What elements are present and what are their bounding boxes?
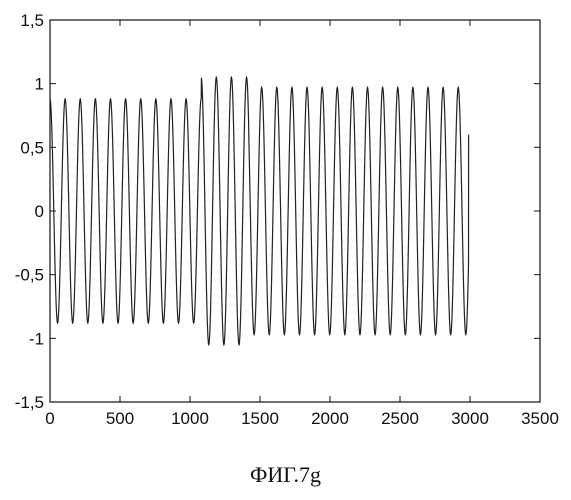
series-line <box>50 77 469 344</box>
x-tick-label: 2000 <box>311 409 349 428</box>
x-tick-label: 1000 <box>171 409 209 428</box>
x-axis-ticks: 0 500 1000 1500 2000 2500 3000 3500 <box>45 20 559 428</box>
y-tick-label: 1 <box>35 75 44 94</box>
x-tick-label: 0 <box>45 409 54 428</box>
plot-frame <box>50 20 540 402</box>
x-tick-label: 2500 <box>381 409 419 428</box>
y-tick-label: -1,5 <box>15 393 44 412</box>
x-tick-label: 1500 <box>241 409 279 428</box>
x-tick-label: 3500 <box>521 409 559 428</box>
y-axis-ticks: 1,5 1 0,5 0 -0,5 -1 -1,5 <box>15 11 540 412</box>
chart: 0 500 1000 1500 2000 2500 3000 3500 1,5 1 0,5 0 -0,… <box>0 0 571 460</box>
y-tick-label: 0,5 <box>20 138 44 157</box>
y-tick-label: 0 <box>35 202 44 221</box>
y-tick-label: -1 <box>29 329 44 348</box>
x-tick-label: 3000 <box>451 409 489 428</box>
x-tick-label: 500 <box>106 409 134 428</box>
y-tick-label: -0,5 <box>15 266 44 285</box>
figure-caption: ФИГ.7g <box>0 462 571 488</box>
y-tick-label: 1,5 <box>20 11 44 30</box>
